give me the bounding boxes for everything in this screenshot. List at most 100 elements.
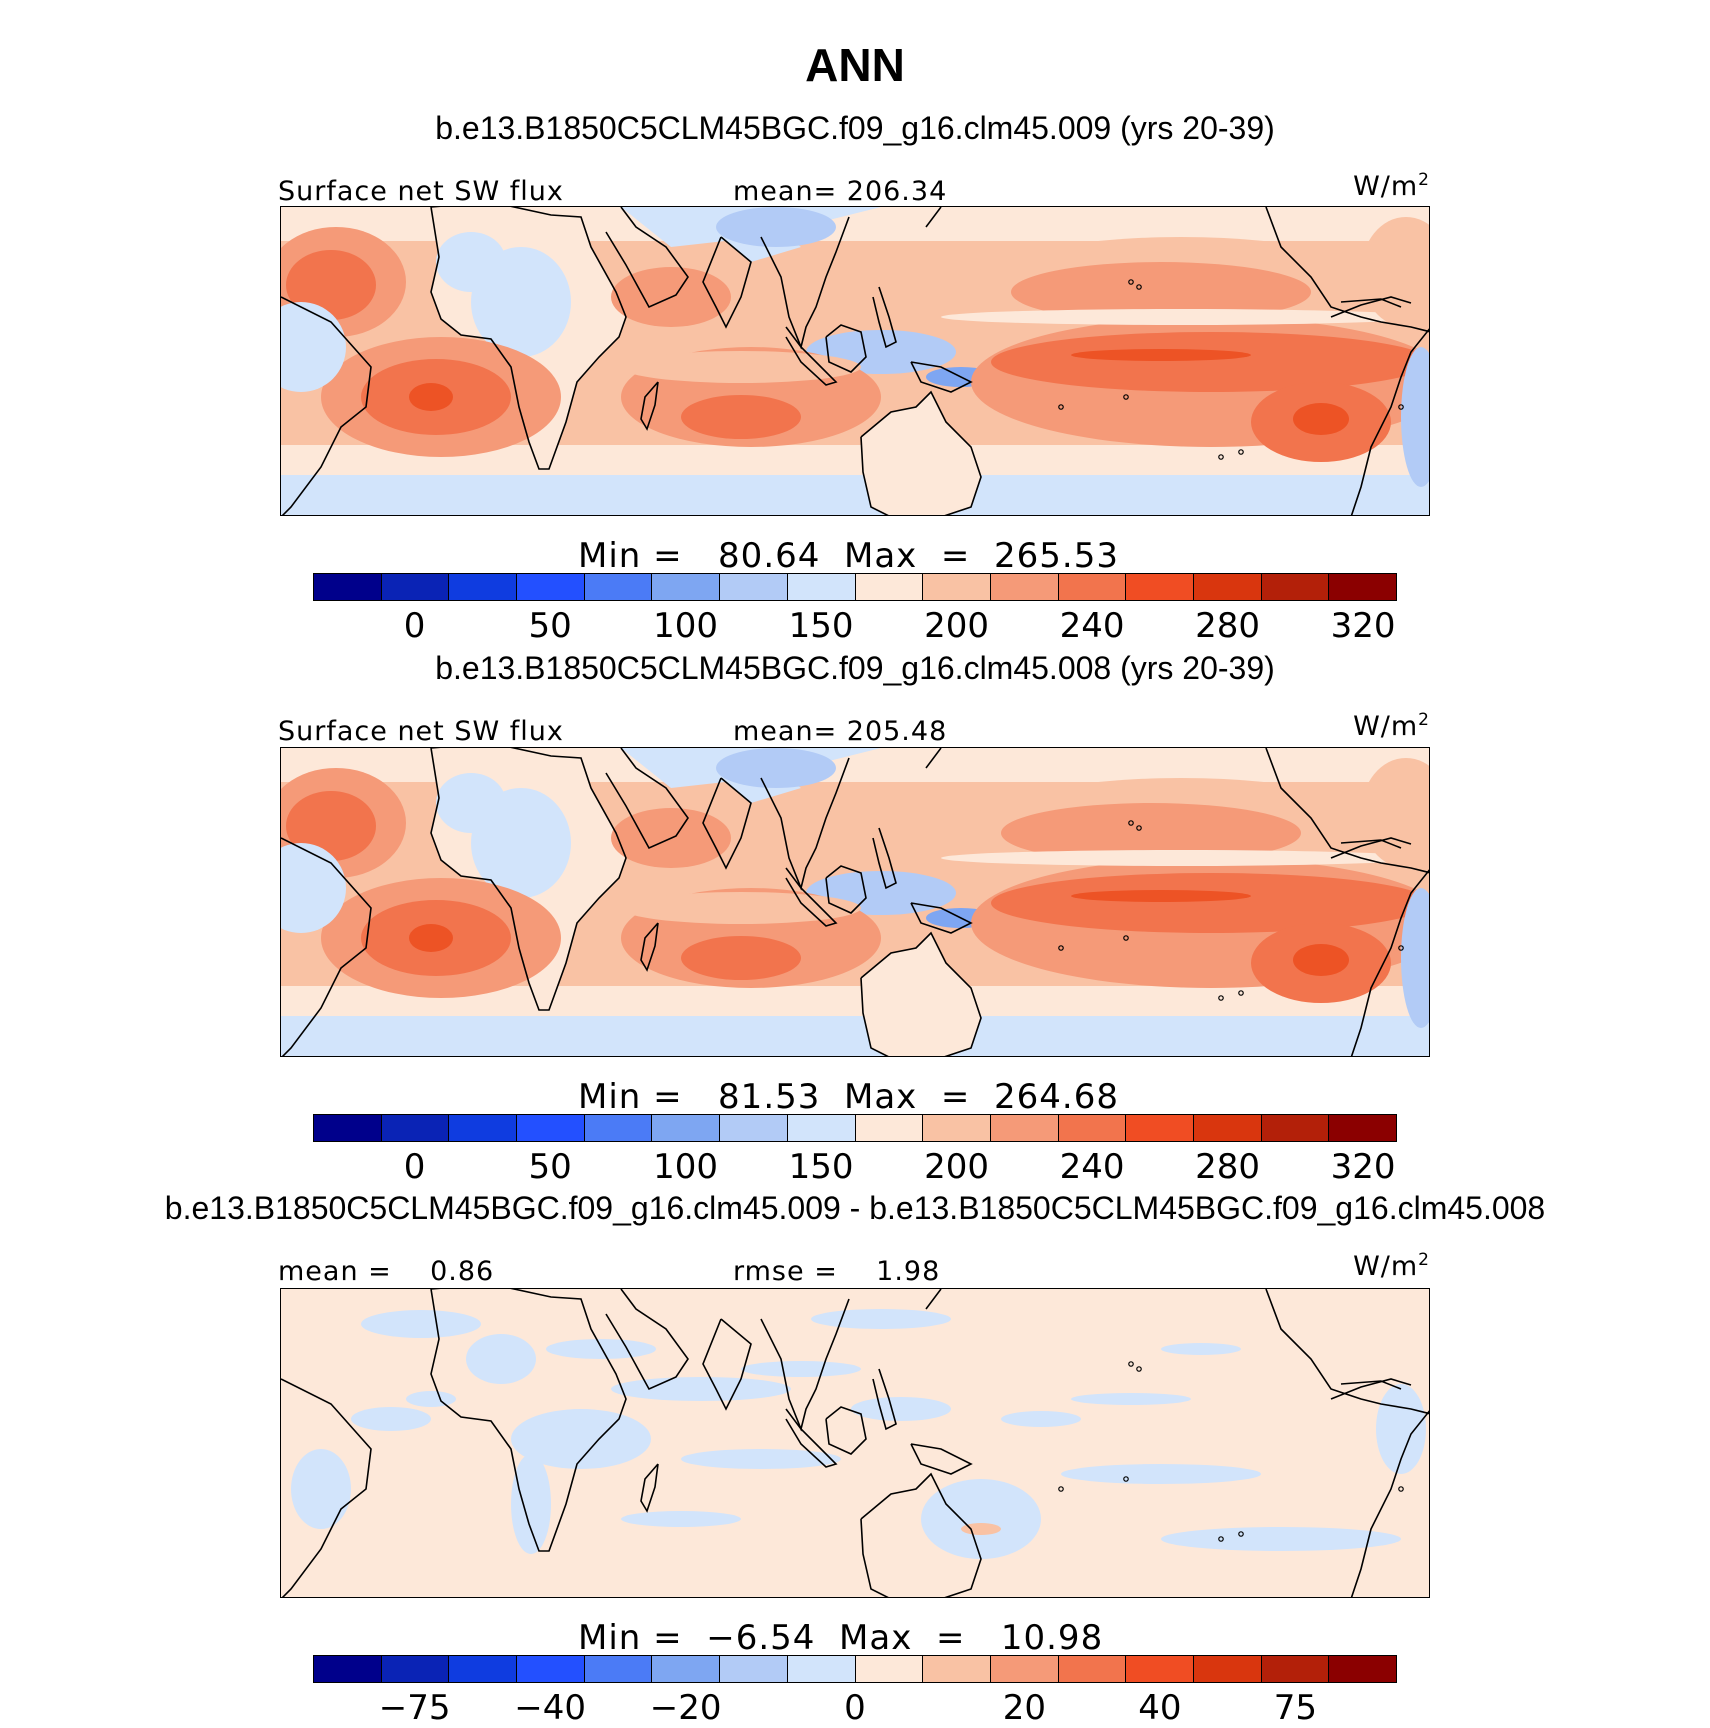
coastline-samerica — [1350, 328, 1429, 515]
field-equatorial-max — [1071, 349, 1251, 361]
coastline-borneo — [825, 324, 867, 373]
coastlines — [281, 748, 1429, 1056]
coastline-japan — [925, 748, 942, 769]
panel3-rmse-label: rmse = 1.98 — [733, 1256, 941, 1287]
field-negative-patch — [406, 1391, 456, 1407]
colorbar-segment — [1261, 1656, 1330, 1682]
coastline-philippines — [872, 1368, 897, 1431]
field-amazon — [281, 843, 346, 933]
island-outline — [1238, 449, 1244, 455]
coastline-india — [702, 236, 752, 329]
field-negative-patch — [851, 1397, 951, 1421]
colorbar-segment — [517, 1656, 585, 1682]
field-itcz-indian — [621, 892, 861, 924]
field-itcz-pacific — [941, 309, 1421, 325]
coastline-japan — [925, 1289, 942, 1310]
colorbar-segment — [855, 1115, 924, 1141]
island-outline — [1128, 279, 1134, 285]
colorbar-segment — [1329, 574, 1396, 600]
panel3-mean-label: mean = 0.86 — [278, 1256, 495, 1287]
island-outline — [1136, 1366, 1142, 1372]
colorbar-tick-label: −20 — [649, 1688, 722, 1728]
island-outline — [1398, 1486, 1404, 1492]
field-north-pacific-core — [1011, 262, 1311, 322]
island-outline — [1058, 1486, 1064, 1492]
colorbar-segment — [314, 574, 382, 600]
colorbar-tick-label: 20 — [1002, 1688, 1047, 1728]
field-negative-patch — [741, 1361, 861, 1377]
panel3-case-title: b.e13.B1850C5CLM45BGC.f09_g16.clm45.009 … — [164, 1190, 1546, 1226]
field-australia — [861, 933, 981, 1056]
colorbar-segment — [1329, 1115, 1396, 1141]
field-andes — [1401, 888, 1429, 1028]
colorbar-segment — [720, 574, 788, 600]
colorbar-tick-label: 0 — [403, 1147, 426, 1187]
field-sahel-cloud — [436, 773, 506, 833]
panel3-colorbar — [313, 1655, 1397, 1683]
field-south-indian-core — [681, 395, 801, 439]
coastline-guinea — [910, 1443, 973, 1475]
panel1-mean-label: mean= 206.34 — [733, 176, 948, 207]
colorbar-tick-label: 150 — [788, 1147, 854, 1187]
colorbar-segment — [584, 574, 653, 600]
field-negative-patch — [681, 1449, 841, 1469]
colorbar-segment — [923, 1115, 991, 1141]
colorbar-segment — [1193, 1115, 1262, 1141]
field-itcz-indian — [621, 351, 861, 383]
colorbar-tick-label: 320 — [1330, 1147, 1396, 1187]
field-negative-patch — [1061, 1464, 1261, 1484]
field-negative-patch — [1071, 1393, 1191, 1405]
colorbar-segment — [517, 574, 585, 600]
panel1-map-plot — [281, 207, 1429, 515]
field-tibet — [716, 207, 836, 247]
field-negative-patch — [361, 1310, 481, 1338]
colorbar-segment — [787, 1656, 856, 1682]
colorbar-tick-label: 0 — [403, 606, 426, 646]
coastlines — [281, 1289, 1429, 1597]
island-outline — [1398, 404, 1404, 410]
main-title: ANN — [805, 39, 905, 91]
coastline-namerica — [1265, 207, 1429, 333]
panel2-header: Surface net SW flux mean= 205.48 W/m2 — [278, 710, 1430, 748]
coastline-india — [702, 1318, 752, 1411]
colorbar-tick-label: 240 — [1059, 606, 1125, 646]
colorbar-segment — [584, 1656, 653, 1682]
coastline-madagascar — [640, 922, 659, 972]
coastline-madagascar — [640, 381, 659, 431]
colorbar-segment — [517, 1115, 585, 1141]
colorbar-segment — [449, 574, 518, 600]
coastline-guinea — [910, 361, 973, 393]
coastline-madagascar — [640, 1463, 659, 1513]
panel3-header: mean = 0.86 rmse = 1.98 W/m2 — [278, 1250, 1430, 1288]
colorbar-segment — [584, 1115, 653, 1141]
field-amazon — [281, 302, 346, 392]
island-outline — [1136, 825, 1142, 831]
field-north-atlantic-core — [286, 250, 376, 320]
coastline-cuba — [1340, 298, 1402, 308]
panel2-minmax: Min = 81.53 Max = 264.68 — [578, 1077, 1119, 1117]
colorbar-tick-label: 280 — [1195, 606, 1261, 646]
island-outline — [1128, 1361, 1134, 1367]
coastline-sumatra — [785, 1408, 838, 1468]
coastline-cuba — [1340, 1380, 1402, 1390]
coastline-brazil — [281, 1378, 372, 1597]
colorbar-segment — [381, 1115, 450, 1141]
panel1-header: Surface net SW flux mean= 206.34 W/m2 — [278, 170, 1430, 208]
colorbar-segment — [314, 1115, 382, 1141]
field-negative-patch — [511, 1454, 551, 1554]
coastline-sumatra — [785, 867, 838, 927]
colorbar-segment — [1261, 574, 1330, 600]
colorbar-segment — [381, 574, 450, 600]
coastline-australia — [860, 1472, 982, 1597]
panel2-case-title: b.e13.B1850C5CLM45BGC.f09_g16.clm45.008 … — [435, 650, 1275, 686]
coastline-seasia — [760, 216, 850, 350]
field-equatorial-max — [1071, 890, 1251, 902]
colorbar-tick-label: −75 — [378, 1688, 451, 1728]
colorbar-tick-label: 100 — [653, 1147, 719, 1187]
colorbar-segment — [652, 1115, 721, 1141]
coastline-sumatra — [785, 326, 838, 386]
coastline-india — [702, 777, 752, 870]
coastlines — [281, 207, 1429, 515]
field-negative-patch — [546, 1339, 656, 1359]
colorbar-segment — [449, 1115, 518, 1141]
